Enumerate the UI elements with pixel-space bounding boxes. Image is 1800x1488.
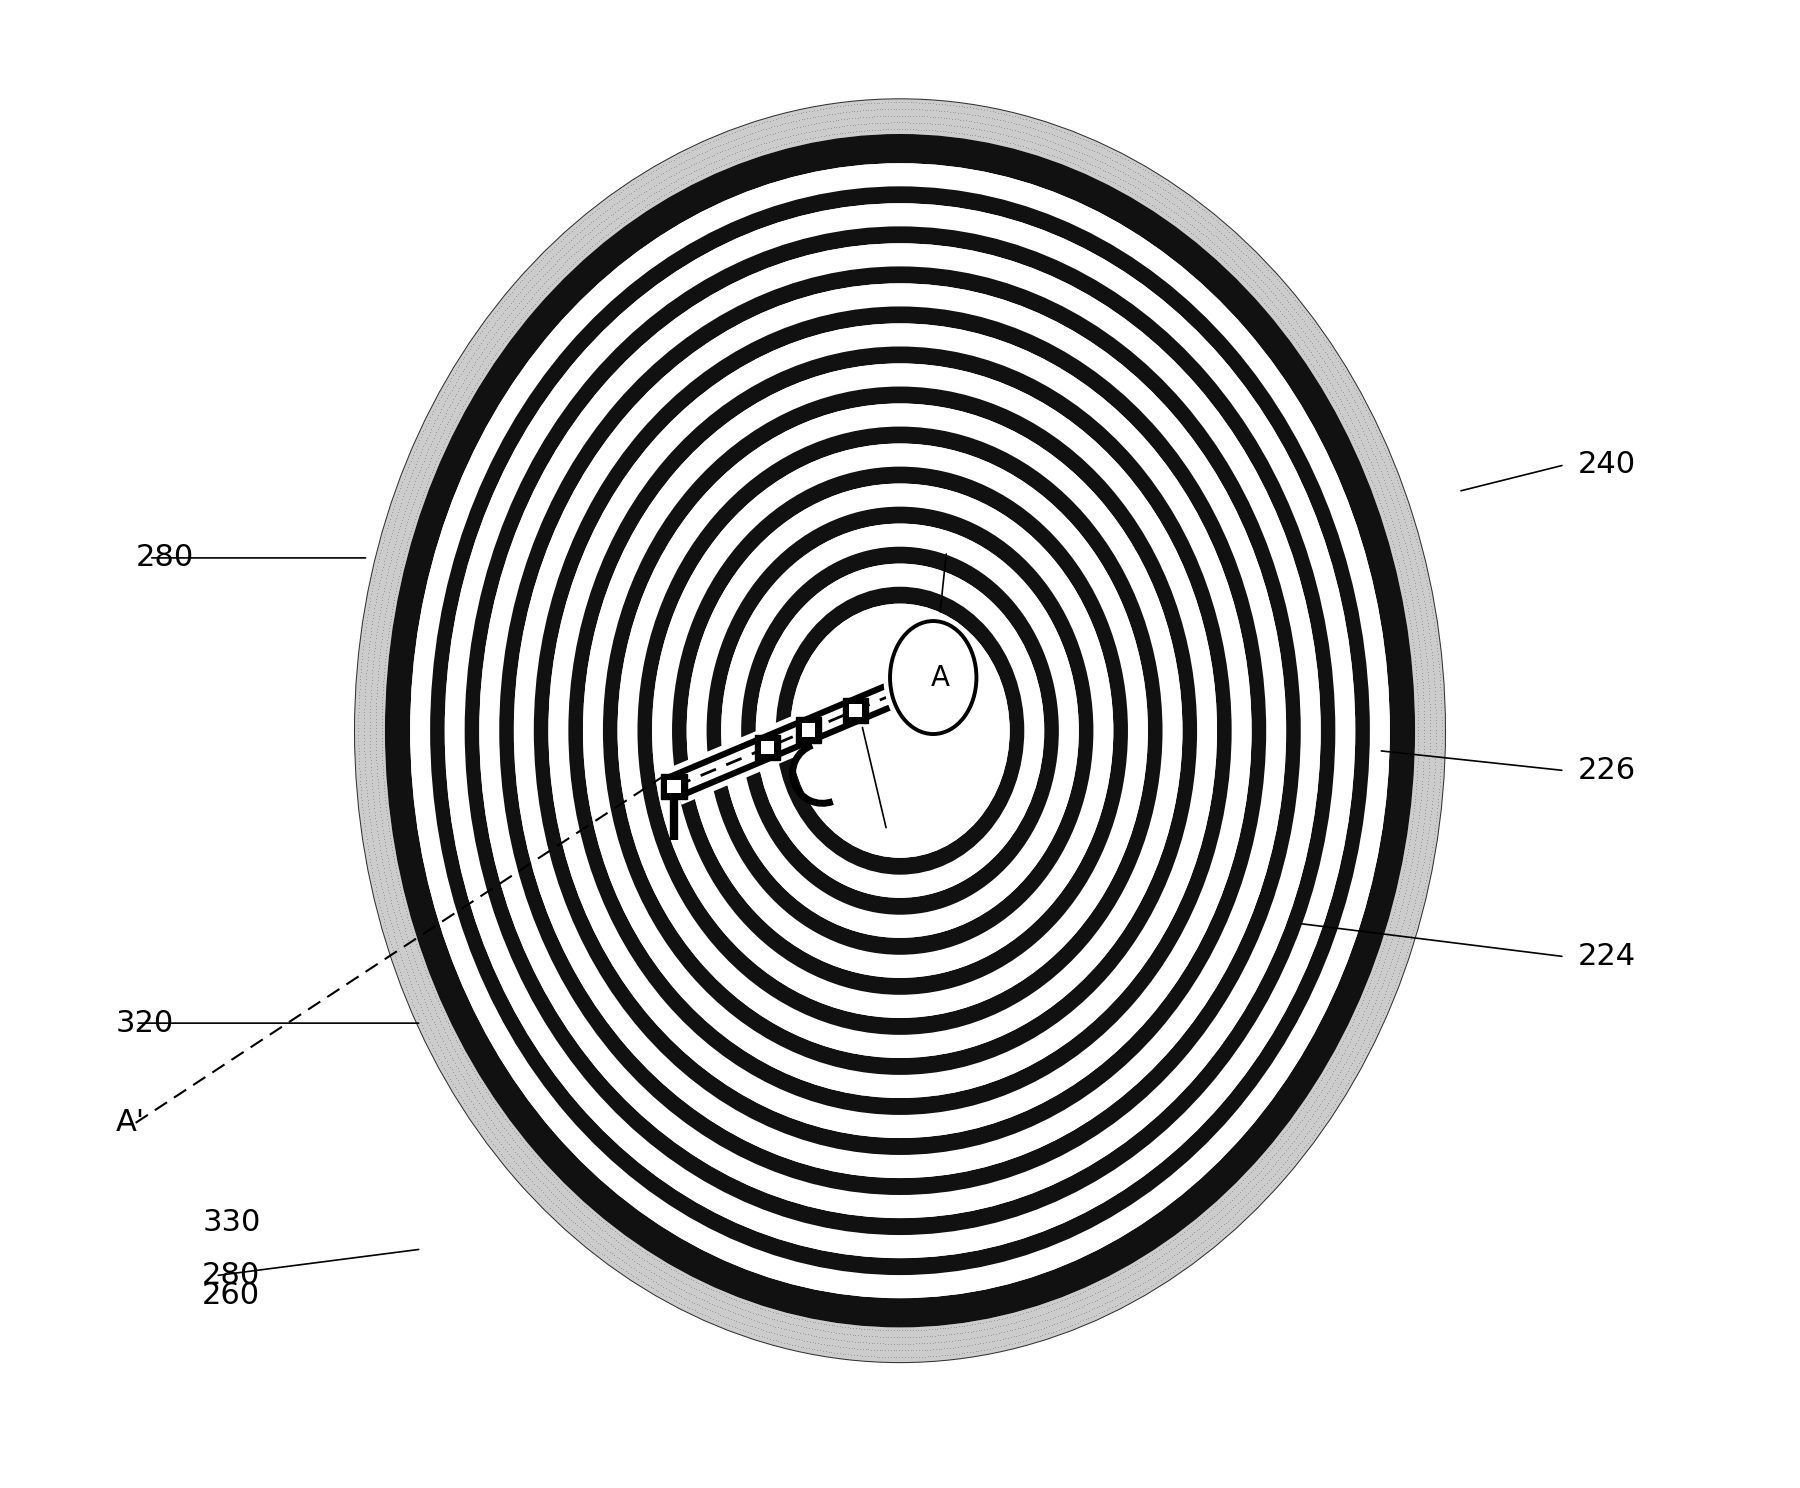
- Bar: [803, 723, 815, 737]
- Ellipse shape: [617, 403, 1183, 1058]
- Ellipse shape: [652, 443, 1148, 1018]
- Ellipse shape: [603, 387, 1197, 1074]
- Text: 260: 260: [202, 1281, 261, 1309]
- Text: 280: 280: [135, 543, 194, 573]
- Text: 320: 320: [115, 1009, 175, 1037]
- Ellipse shape: [355, 100, 1445, 1362]
- Ellipse shape: [569, 347, 1231, 1115]
- Ellipse shape: [464, 226, 1336, 1235]
- Ellipse shape: [445, 204, 1355, 1259]
- Ellipse shape: [637, 427, 1163, 1034]
- Text: A': A': [115, 1109, 144, 1137]
- Ellipse shape: [686, 484, 1114, 978]
- Bar: [761, 741, 774, 754]
- Ellipse shape: [671, 467, 1129, 995]
- Ellipse shape: [637, 427, 1163, 1034]
- Ellipse shape: [722, 524, 1078, 937]
- Ellipse shape: [742, 546, 1058, 915]
- Text: 222: 222: [954, 530, 1012, 559]
- Ellipse shape: [535, 307, 1265, 1155]
- Ellipse shape: [756, 564, 1044, 897]
- Ellipse shape: [583, 363, 1217, 1098]
- Ellipse shape: [671, 467, 1129, 995]
- Ellipse shape: [776, 586, 1024, 875]
- Ellipse shape: [410, 164, 1390, 1298]
- Text: 224: 224: [1579, 942, 1636, 972]
- Ellipse shape: [756, 564, 1044, 897]
- Ellipse shape: [479, 244, 1321, 1219]
- Ellipse shape: [535, 307, 1265, 1155]
- Ellipse shape: [569, 347, 1231, 1115]
- Ellipse shape: [583, 363, 1217, 1098]
- Ellipse shape: [464, 226, 1336, 1235]
- Text: A: A: [931, 664, 949, 692]
- Ellipse shape: [430, 186, 1370, 1275]
- Ellipse shape: [742, 546, 1058, 915]
- Ellipse shape: [499, 266, 1301, 1195]
- Ellipse shape: [652, 443, 1148, 1018]
- Bar: [668, 780, 680, 793]
- Ellipse shape: [385, 134, 1415, 1327]
- Bar: [796, 717, 821, 743]
- Text: A: A: [938, 664, 956, 692]
- Ellipse shape: [707, 506, 1093, 955]
- Ellipse shape: [889, 620, 976, 734]
- Ellipse shape: [790, 604, 1010, 857]
- Ellipse shape: [790, 604, 1010, 857]
- Ellipse shape: [884, 615, 983, 741]
- Text: 280: 280: [202, 1262, 261, 1290]
- Ellipse shape: [707, 506, 1093, 955]
- Ellipse shape: [549, 323, 1251, 1138]
- Ellipse shape: [722, 524, 1078, 937]
- Ellipse shape: [603, 387, 1197, 1074]
- Ellipse shape: [549, 323, 1251, 1138]
- Ellipse shape: [776, 586, 1024, 875]
- Ellipse shape: [513, 283, 1287, 1178]
- Ellipse shape: [430, 186, 1370, 1275]
- Text: 310: 310: [844, 823, 902, 851]
- Ellipse shape: [385, 134, 1415, 1327]
- Text: 330: 330: [202, 1208, 261, 1237]
- Text: 240: 240: [1579, 451, 1636, 479]
- Bar: [850, 704, 862, 717]
- Ellipse shape: [617, 403, 1183, 1058]
- Bar: [842, 698, 868, 723]
- Ellipse shape: [686, 484, 1114, 978]
- Text: 226: 226: [1579, 756, 1636, 786]
- Ellipse shape: [479, 244, 1321, 1219]
- Ellipse shape: [499, 266, 1301, 1195]
- Ellipse shape: [410, 164, 1390, 1298]
- Bar: [661, 774, 686, 799]
- Ellipse shape: [445, 204, 1355, 1259]
- Ellipse shape: [513, 283, 1287, 1178]
- Bar: [754, 735, 779, 760]
